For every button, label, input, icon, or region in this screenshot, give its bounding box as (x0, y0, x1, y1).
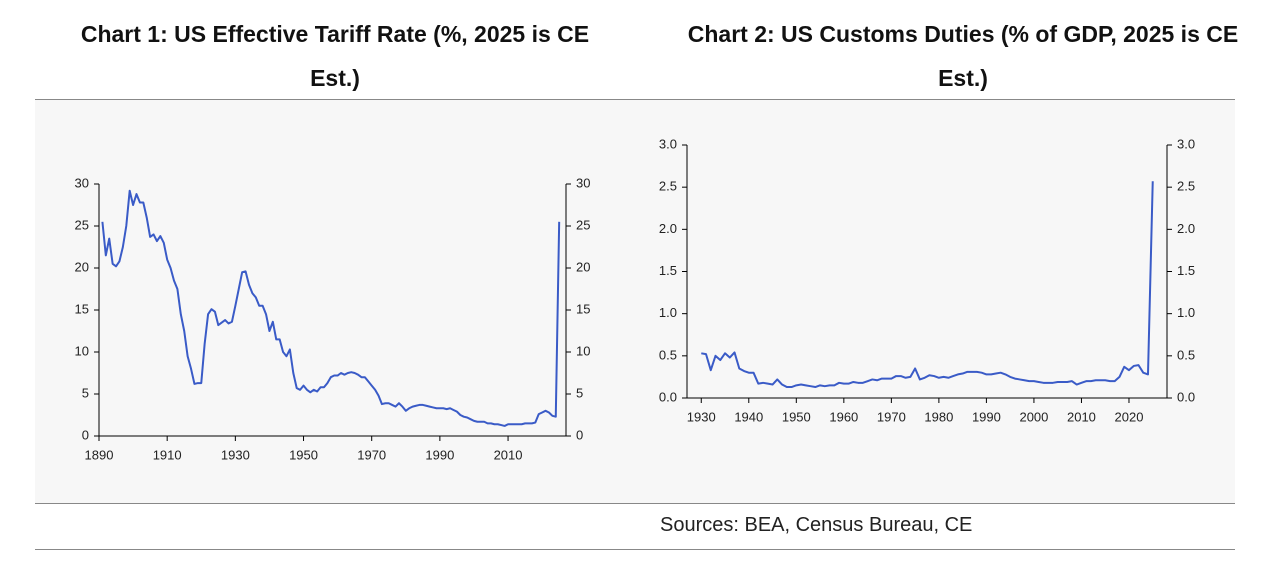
y-tick-label-right: 1.5 (1177, 263, 1195, 278)
y-tick-label-right: 30 (576, 175, 590, 190)
y-tick-label-right: 10 (576, 343, 590, 358)
y-tick-label-right: 20 (576, 259, 590, 274)
x-tick-label: 1990 (972, 409, 1001, 424)
y-tick-label: 0 (82, 427, 89, 442)
data-line (101, 189, 561, 427)
y-tick-label: 0.5 (659, 347, 677, 362)
x-tick-label: 2000 (1019, 409, 1048, 424)
y-tick-label: 10 (75, 343, 89, 358)
y-tick-label-right: 5 (576, 385, 583, 400)
y-tick-label: 20 (75, 259, 89, 274)
chart-title: Chart 1: US Effective Tariff Rate (%, 20… (80, 21, 590, 91)
y-tick-label: 3.0 (659, 136, 677, 151)
y-tick-label-right: 0 (576, 427, 583, 442)
y-tick-label: 2.0 (659, 221, 677, 236)
x-tick-label: 1930 (221, 447, 250, 462)
y-tick-label-right: 25 (576, 217, 590, 232)
x-tick-label: 1950 (782, 409, 811, 424)
y-tick-label: 5 (82, 385, 89, 400)
y-tick-label: 25 (75, 217, 89, 232)
x-tick-label: 1940 (734, 409, 763, 424)
x-tick-label: 1970 (877, 409, 906, 424)
x-tick-label: 2010 (1067, 409, 1096, 424)
x-tick-label: 1970 (357, 447, 386, 462)
y-tick-label-right: 0.5 (1177, 347, 1195, 362)
source-note: Sources: BEA, Census Bureau, CE (660, 514, 973, 536)
x-tick-label: 1990 (425, 447, 454, 462)
x-tick-label: 1910 (153, 447, 182, 462)
x-tick-label: 1980 (924, 409, 953, 424)
x-tick-label: 1930 (687, 409, 716, 424)
x-tick-label: 1960 (829, 409, 858, 424)
x-tick-label: 2010 (494, 447, 523, 462)
x-tick-label: 2020 (1115, 409, 1144, 424)
y-tick-label-right: 2.5 (1177, 179, 1195, 194)
y-tick-label: 1.0 (659, 305, 677, 320)
y-tick-label-right: 3.0 (1177, 136, 1195, 151)
x-tick-label: 1890 (85, 447, 114, 462)
y-tick-label-right: 0.0 (1177, 389, 1195, 404)
y-tick-label: 30 (75, 175, 89, 190)
data-line (701, 181, 1154, 389)
y-tick-label-right: 1.0 (1177, 305, 1195, 320)
chart-title: Chart 2: US Customs Duties (% of GDP, 20… (687, 21, 1239, 91)
chart-background (35, 100, 1235, 503)
x-tick-label: 1950 (289, 447, 318, 462)
y-tick-label: 2.5 (659, 179, 677, 194)
y-tick-label: 0.0 (659, 389, 677, 404)
y-tick-label-right: 2.0 (1177, 221, 1195, 236)
y-tick-label: 15 (75, 301, 89, 316)
y-tick-label-right: 15 (576, 301, 590, 316)
y-tick-label: 1.5 (659, 263, 677, 278)
